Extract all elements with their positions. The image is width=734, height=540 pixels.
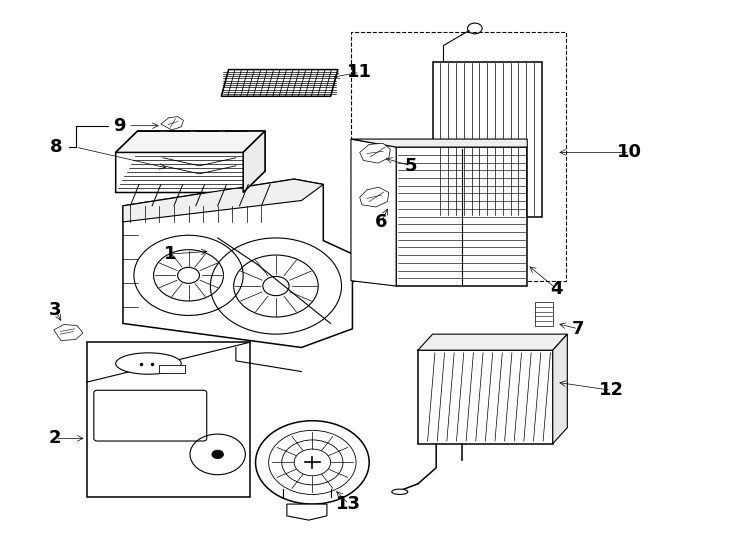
Text: 13: 13 — [336, 495, 361, 513]
Polygon shape — [360, 187, 389, 207]
Polygon shape — [54, 325, 83, 341]
Polygon shape — [287, 504, 327, 520]
Text: 10: 10 — [617, 144, 642, 161]
Text: 8: 8 — [50, 138, 62, 156]
Circle shape — [212, 450, 223, 458]
Text: 5: 5 — [404, 157, 417, 175]
Polygon shape — [418, 350, 553, 444]
Polygon shape — [351, 139, 527, 147]
FancyBboxPatch shape — [94, 390, 207, 441]
Polygon shape — [351, 139, 396, 286]
Text: 12: 12 — [598, 381, 623, 399]
Text: 2: 2 — [49, 429, 62, 447]
Text: 4: 4 — [550, 280, 563, 298]
Text: 1: 1 — [164, 245, 177, 263]
Text: 7: 7 — [572, 320, 584, 338]
Polygon shape — [222, 70, 338, 96]
Polygon shape — [123, 179, 323, 222]
Ellipse shape — [116, 353, 181, 374]
Polygon shape — [418, 334, 567, 350]
Polygon shape — [161, 117, 184, 130]
Text: 9: 9 — [113, 117, 126, 134]
Bar — [87, 342, 250, 497]
Bar — [351, 32, 566, 281]
Ellipse shape — [392, 489, 408, 495]
Bar — [159, 364, 185, 373]
Polygon shape — [534, 302, 553, 326]
Text: 11: 11 — [347, 63, 372, 81]
Polygon shape — [360, 143, 390, 163]
Polygon shape — [116, 131, 265, 152]
Polygon shape — [243, 131, 265, 192]
Polygon shape — [553, 334, 567, 444]
Polygon shape — [396, 147, 527, 286]
Polygon shape — [432, 62, 542, 217]
Polygon shape — [123, 179, 352, 348]
Polygon shape — [116, 131, 265, 192]
Text: 3: 3 — [49, 301, 62, 319]
Text: 6: 6 — [375, 213, 388, 231]
